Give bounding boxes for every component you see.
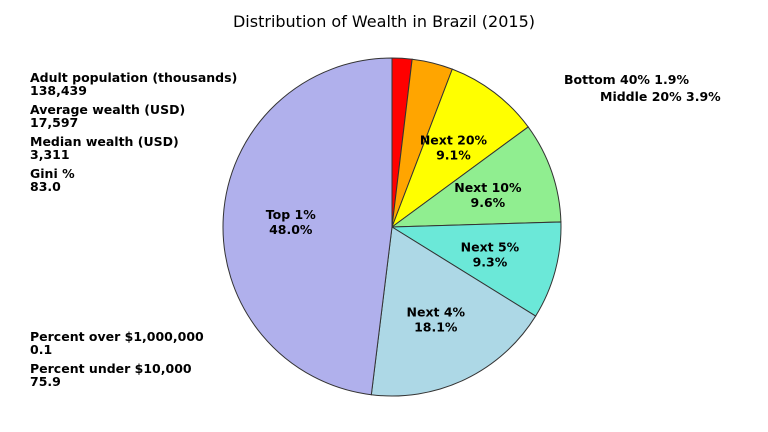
stat-label: Percent over $1,000,000 [30,329,204,344]
stat-label: Adult population (thousands) [30,70,238,85]
stat-value: 138,439 [30,83,87,98]
stat-label: Percent under $10,000 [30,361,192,376]
stats-panel-top: Adult population (thousands) 138,439 Ave… [30,71,237,199]
pie-slice-next-5 [390,221,562,317]
slice-label-next-4: Next 4% 18.1% [407,304,466,334]
chart-title: Distribution of Wealth in Brazil (2015) [232,12,536,31]
stat-gini: Gini % 83.0 [30,167,237,193]
stat-average-wealth: Average wealth (USD) 17,597 [30,103,237,129]
slice-label-next-5: Next 5% 9.3% [461,239,520,269]
stat-percent-under-10000: Percent under $10,000 75.9 [30,362,204,388]
pie-slice-top-1 [222,57,393,396]
stat-label: Median wealth (USD) [30,134,179,149]
stat-value: 0.1 [30,342,53,357]
slice-label-bottom40: Bottom 40% 1.9% [564,72,689,87]
stat-label: Gini % [30,166,75,181]
pie-slice-next-10 [390,126,562,228]
stat-value: 75.9 [30,374,61,389]
stat-value: 83.0 [30,179,61,194]
pie-slice-next-4 [370,226,537,397]
slice-label-next-20: Next 20% 9.1% [420,132,488,162]
slice-label-next-10: Next 10% 9.6% [454,180,522,210]
slice-label-top-1: Top 1% 48.0% [266,207,316,237]
stat-median-wealth: Median wealth (USD) 3,311 [30,135,237,161]
stat-percent-over-million: Percent over $1,000,000 0.1 [30,330,204,356]
slice-label-middle20: Middle 20% 3.9% [600,89,721,104]
stat-adult-population: Adult population (thousands) 138,439 [30,71,237,97]
stats-panel-bottom: Percent over $1,000,000 0.1 Percent unde… [30,330,204,394]
stat-label: Average wealth (USD) [30,102,186,117]
pie-slice-next-20 [390,68,529,229]
stat-value: 3,311 [30,147,70,162]
stat-value: 17,597 [30,115,79,130]
